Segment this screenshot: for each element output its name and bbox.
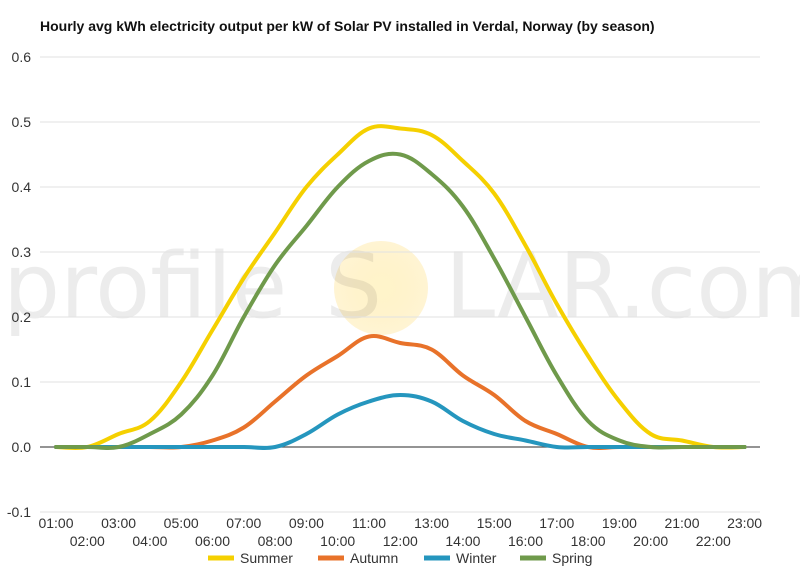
x-tick-label: 06:00 — [195, 533, 230, 549]
x-tick-label: 18:00 — [571, 533, 606, 549]
x-tick-label: 10:00 — [320, 533, 355, 549]
y-tick-label: -0.1 — [7, 504, 31, 520]
y-tick-label: 0.3 — [12, 244, 32, 260]
x-tick-label: 21:00 — [664, 515, 699, 531]
x-tick-label: 04:00 — [132, 533, 167, 549]
legend-label-winter: Winter — [456, 550, 497, 566]
x-tick-label: 19:00 — [602, 515, 637, 531]
chart-title: Hourly avg kWh electricity output per kW… — [40, 18, 655, 34]
x-tick-label: 22:00 — [696, 533, 731, 549]
x-tick-label: 11:00 — [352, 515, 386, 531]
x-tick-label: 05:00 — [164, 515, 199, 531]
y-tick-label: 0.0 — [12, 439, 32, 455]
legend-label-summer: Summer — [240, 550, 293, 566]
watermark-text-left: profile — [3, 234, 287, 339]
series-line-spring — [54, 151, 747, 451]
series-line-winter — [54, 393, 747, 451]
x-tick-label: 07:00 — [226, 515, 261, 531]
series-line-summer — [54, 124, 747, 451]
watermark-sun-icon — [334, 241, 428, 335]
y-tick-label: 0.1 — [12, 374, 32, 390]
y-tick-label: 0.2 — [12, 309, 32, 325]
x-tick-label: 15:00 — [477, 515, 512, 531]
series-lines — [54, 124, 747, 451]
y-tick-label: 0.5 — [12, 114, 32, 130]
x-tick-label: 14:00 — [445, 533, 480, 549]
x-axis-ticks: 01:00 02:00 03:00 04:00 05:00 06:00 07:00 08:00… — [38, 515, 762, 549]
legend-label-autumn: Autumn — [350, 550, 398, 566]
x-tick-label: 03:00 — [101, 515, 136, 531]
watermark: profile S LAR.com — [3, 234, 800, 339]
x-tick-label: 20:00 — [633, 533, 668, 549]
y-tick-label: 0.6 — [12, 49, 32, 65]
x-tick-label: 01:00 — [38, 515, 73, 531]
watermark-text-s: S — [325, 234, 382, 339]
y-tick-label: 0.4 — [12, 179, 32, 195]
x-tick-label: 12:00 — [383, 533, 418, 549]
x-tick-label: 16:00 — [508, 533, 543, 549]
watermark-text-right: LAR.com — [445, 234, 800, 339]
x-tick-label: 23:00 — [727, 515, 762, 531]
x-tick-label: 17:00 — [539, 515, 574, 531]
legend: Summer Autumn Winter Spring — [208, 550, 592, 566]
x-tick-label: 13:00 — [414, 515, 449, 531]
legend-label-spring: Spring — [552, 550, 592, 566]
x-tick-label: 08:00 — [258, 533, 293, 549]
y-axis-ticks: -0.1 0.0 0.1 0.2 0.3 0.4 0.5 0.6 — [7, 49, 31, 520]
x-tick-label: 02:00 — [70, 533, 105, 549]
x-tick-label: 09:00 — [289, 515, 324, 531]
